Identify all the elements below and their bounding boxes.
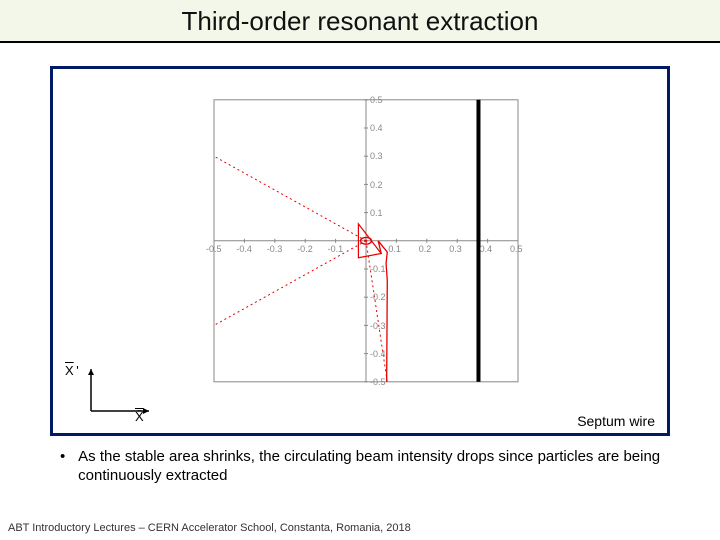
y-tick-label: -0.1 — [370, 264, 386, 274]
bullet-text: • As the stable area shrinks, the circul… — [60, 448, 670, 486]
figure-frame: -0.5-0.4-0.3-0.2-0.10.10.20.30.40.5-0.5-… — [50, 66, 670, 436]
title-band: Third-order resonant extraction — [0, 0, 720, 41]
y-tick-label: 0.3 — [370, 151, 383, 161]
x-tick-label: -0.2 — [297, 244, 313, 254]
x-tick-label: 0.5 — [510, 244, 523, 254]
y-tick-label: -0.3 — [370, 320, 386, 330]
title-underline — [0, 41, 720, 43]
inset-axes: X̄ X ' — [79, 363, 159, 423]
x-tick-label: -0.4 — [236, 244, 252, 254]
x-tick-label: 0.3 — [449, 244, 462, 254]
bullet-content: As the stable area shrinks, the circulat… — [78, 448, 668, 486]
x-tick-label: -0.3 — [267, 244, 283, 254]
phase-space-plot: -0.5-0.4-0.3-0.2-0.10.10.20.30.40.5-0.5-… — [190, 90, 530, 400]
slide: Third-order resonant extraction -0.5 -0.4… — [0, 0, 720, 540]
page-title: Third-order resonant extraction — [182, 6, 539, 36]
bullet-marker: • — [60, 448, 74, 467]
x-tick-label: 0.4 — [480, 244, 493, 254]
inset-y-label: X ' — [65, 363, 79, 378]
inset-axes-svg — [79, 363, 159, 423]
x-tick-label: 0.1 — [388, 244, 401, 254]
x-tick-label: 0.2 — [419, 244, 432, 254]
y-tick-label: -0.4 — [370, 349, 386, 359]
x-tick-label: -0.5 — [206, 244, 222, 254]
y-tick-label: -0.2 — [370, 292, 386, 302]
inset-x-label: X̄ — [135, 409, 144, 424]
y-tick-label: 0.2 — [370, 179, 383, 189]
y-tick-label: 0.4 — [370, 123, 383, 133]
y-tick-label: 0.1 — [370, 208, 383, 218]
inset-y-arrowhead — [88, 369, 94, 375]
y-tick-label: 0.5 — [370, 95, 383, 105]
y-tick-label: -0.5 — [370, 377, 386, 387]
footer-text: ABT Introductory Lectures – CERN Acceler… — [8, 522, 411, 534]
x-tick-label: -0.1 — [328, 244, 344, 254]
septum-label: Septum wire — [577, 413, 655, 429]
